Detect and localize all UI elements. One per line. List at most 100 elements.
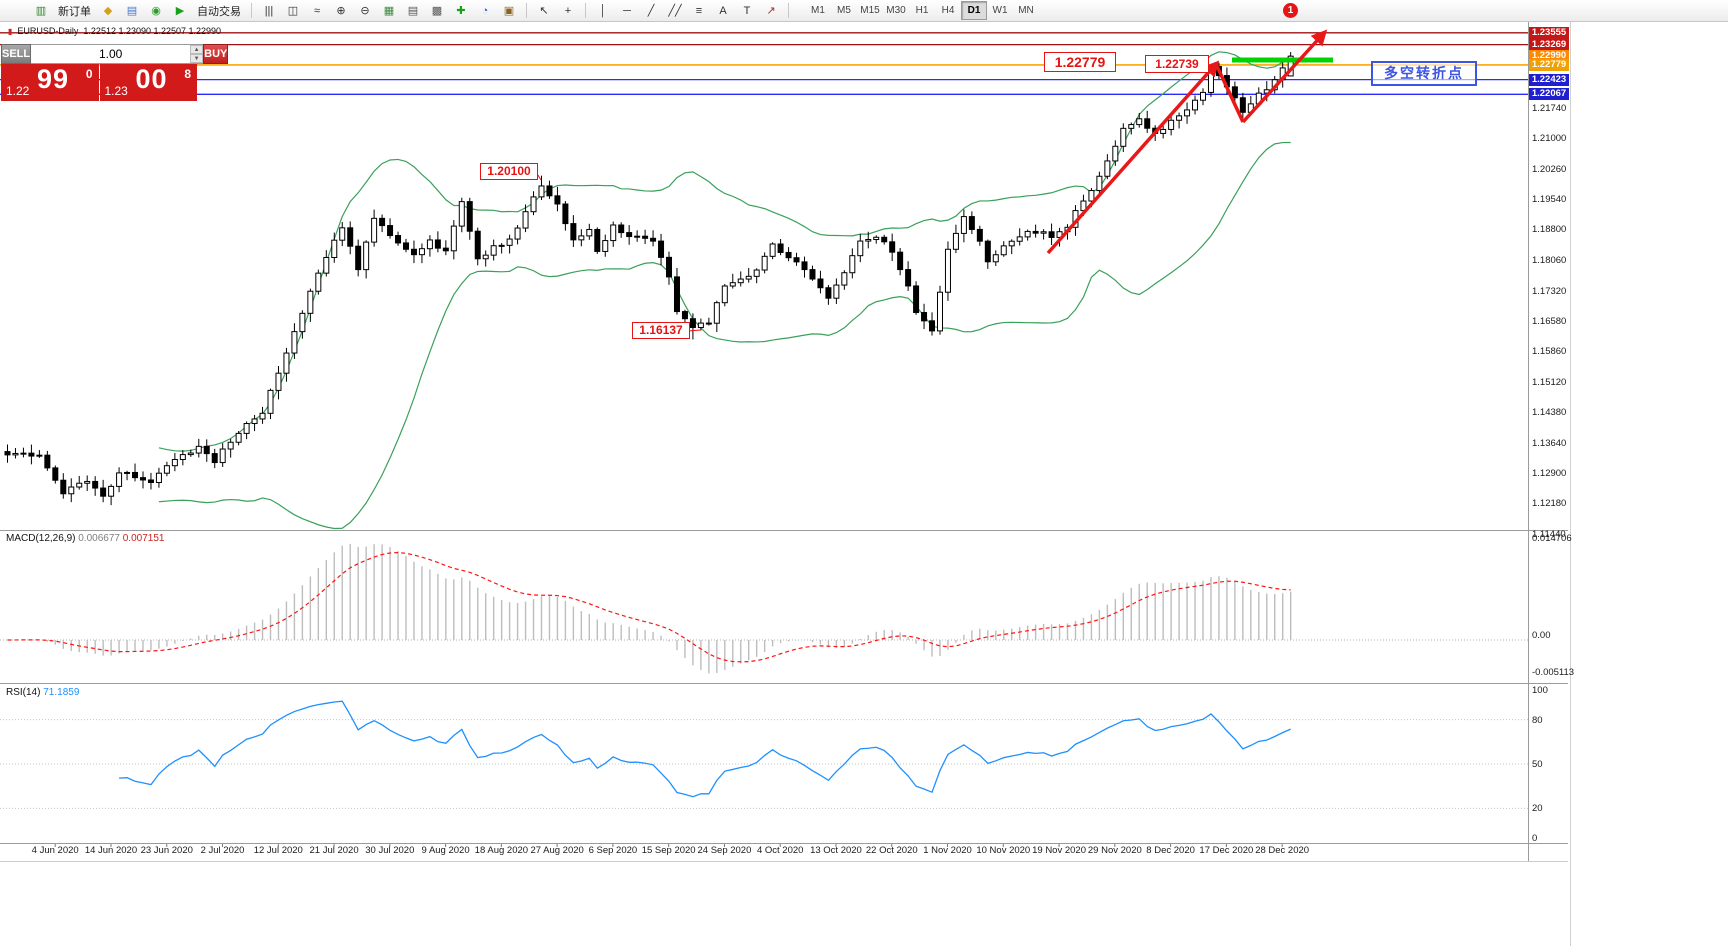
trend-line-down[interactable] bbox=[1214, 63, 1245, 123]
resistance-annotation[interactable]: 1.22779 bbox=[1044, 52, 1116, 72]
rsi-scale-label: 0 bbox=[1532, 833, 1538, 844]
cursor-icon[interactable]: ↖ bbox=[539, 5, 549, 17]
rsi-layer bbox=[0, 700, 1528, 809]
date-label: 17 Dec 2020 bbox=[1199, 845, 1254, 856]
timeframe-m15[interactable]: M15 bbox=[860, 5, 880, 16]
new-order-icon[interactable]: ▥ bbox=[35, 5, 47, 17]
price-scale-label: 1.21000 bbox=[1532, 133, 1567, 145]
timeframe-group: M1 M5 M15 M30 H1 H4 D1 W1 MN bbox=[805, 1, 1039, 20]
right-panel-border bbox=[1570, 22, 1571, 946]
add-indicator-icon[interactable]: ✚ bbox=[456, 5, 466, 17]
price-scale-label: 1.14380 bbox=[1532, 407, 1567, 419]
price-scale-label: 1.12900 bbox=[1532, 468, 1567, 480]
rsi-panel-separator[interactable] bbox=[0, 683, 1568, 684]
period-icon[interactable]: ◔ bbox=[481, 4, 489, 17]
template-icon[interactable]: ▣ bbox=[503, 5, 515, 17]
timeframe-m1[interactable]: M1 bbox=[811, 5, 825, 16]
chat-icon[interactable]: ▤ bbox=[126, 5, 138, 17]
autotrade-play-icon[interactable]: ▶ bbox=[175, 5, 185, 17]
arrange-windows-icon[interactable]: ▩ bbox=[431, 5, 443, 17]
autotrade-button[interactable]: 自动交易 bbox=[197, 5, 241, 18]
macd-scale-label: 0.00 bbox=[1532, 630, 1551, 641]
support-icon[interactable]: ◉ bbox=[151, 5, 161, 17]
date-label: 6 Sep 2020 bbox=[588, 845, 638, 856]
swing-high-annotation[interactable]: 1.20100 bbox=[480, 163, 538, 180]
label-icon[interactable]: T bbox=[743, 4, 751, 17]
toolbar-separator-4 bbox=[788, 3, 789, 18]
buy-price-point: 8 bbox=[184, 67, 191, 81]
macd-scale-label: 0.014706 bbox=[1532, 533, 1572, 544]
chart-title: ▮ EURUSD-Daily 1.22512 1.23090 1.22507 1… bbox=[8, 26, 221, 36]
timeframe-h1[interactable]: H1 bbox=[915, 5, 929, 16]
price-scale-label: 1.18800 bbox=[1532, 224, 1567, 236]
date-label: 15 Sep 2020 bbox=[641, 845, 696, 856]
crosshair-icon[interactable]: + bbox=[564, 4, 572, 17]
recent-high-annotation[interactable]: 1.22739 bbox=[1145, 55, 1209, 73]
text-icon[interactable]: A bbox=[719, 4, 727, 17]
timeframe-h4[interactable]: H4 bbox=[941, 5, 955, 16]
sell-price-box[interactable]: 1.22 99 0 bbox=[1, 64, 99, 101]
sell-price-pips: 99 bbox=[37, 64, 70, 94]
horizontal-line-icon[interactable]: ─ bbox=[623, 4, 631, 17]
macd-main-value: 0.006677 bbox=[78, 533, 120, 544]
trend-arrow-up-2[interactable] bbox=[1241, 29, 1328, 124]
timeframe-m5[interactable]: M5 bbox=[837, 5, 851, 16]
zoom-in-icon[interactable]: ⊕ bbox=[336, 5, 346, 17]
volume-input[interactable] bbox=[31, 45, 191, 63]
timeframe-mn[interactable]: MN bbox=[1018, 5, 1034, 16]
date-label: 14 Jun 2020 bbox=[84, 845, 138, 856]
notification-badge[interactable]: 1 bbox=[1283, 3, 1298, 18]
vertical-line-icon[interactable]: │ bbox=[599, 4, 607, 17]
rsi-scale-label: 50 bbox=[1532, 759, 1543, 770]
date-label: 8 Dec 2020 bbox=[1146, 845, 1195, 856]
date-label: 19 Nov 2020 bbox=[1032, 845, 1086, 856]
turning-point-label[interactable]: 多空转折点 bbox=[1371, 61, 1477, 86]
price-scale-label: 1.19540 bbox=[1532, 193, 1567, 205]
timeframe-d1[interactable]: D1 bbox=[961, 1, 987, 20]
date-label: 4 Jun 2020 bbox=[31, 845, 79, 856]
candles-layer bbox=[4, 52, 1294, 506]
line-chart-icon[interactable]: ≈ bbox=[313, 4, 321, 17]
timeframe-w1[interactable]: W1 bbox=[992, 5, 1008, 16]
trend-arrow-up-1[interactable] bbox=[1046, 60, 1220, 255]
trendline-icon[interactable]: ╱ bbox=[647, 5, 655, 17]
new-order-button[interactable]: 新订单 bbox=[58, 5, 91, 18]
date-label: 30 Jul 2020 bbox=[365, 845, 415, 856]
date-label: 24 Sep 2020 bbox=[697, 845, 752, 856]
fibonacci-icon[interactable]: ≡ bbox=[695, 4, 703, 17]
candle-chart-icon[interactable]: ◫ bbox=[287, 5, 299, 17]
price-scale-label: 1.15860 bbox=[1532, 345, 1567, 357]
trade-price-row: 1.22 99 0 1.23 00 8 bbox=[1, 64, 197, 101]
volume-down-button[interactable]: ▼ bbox=[190, 54, 204, 63]
stamp-icon[interactable]: ◆ bbox=[103, 5, 113, 17]
price-scale-label: 1.18060 bbox=[1532, 254, 1567, 266]
time-axis-separator bbox=[0, 843, 1568, 844]
sell-button[interactable]: SELL bbox=[1, 44, 32, 64]
rsi-scale-label: 80 bbox=[1532, 714, 1543, 726]
bar-chart-icon[interactable]: ||| bbox=[264, 4, 274, 17]
sell-price-point: 0 bbox=[85, 67, 93, 81]
macd-panel-separator[interactable] bbox=[0, 530, 1568, 531]
buy-button[interactable]: BUY bbox=[203, 44, 229, 64]
price-scale-label: 1.12180 bbox=[1532, 498, 1567, 510]
channel-icon[interactable]: ╱╱ bbox=[668, 5, 682, 17]
buy-price-figure: 1.23 bbox=[104, 84, 128, 98]
rsi-label: RSI(14) 71.1859 bbox=[6, 687, 79, 698]
rsi-value: 71.1859 bbox=[43, 687, 80, 698]
date-label: 1 Nov 2020 bbox=[923, 845, 972, 856]
indicators-list-icon[interactable]: ▤ bbox=[407, 5, 419, 17]
macd-signal-value: 0.007151 bbox=[122, 533, 165, 544]
trade-top-row: SELL ▲ ▼ BUY bbox=[1, 44, 229, 64]
rsi-line bbox=[119, 700, 1291, 798]
zoom-out-icon[interactable]: ⊖ bbox=[360, 5, 370, 17]
buy-price-box[interactable]: 1.23 00 8 bbox=[99, 64, 197, 101]
date-label: 13 Oct 2020 bbox=[810, 845, 862, 856]
date-label: 9 Aug 2020 bbox=[421, 845, 470, 856]
rsi-scale-label: 20 bbox=[1532, 803, 1543, 815]
arrows-icon[interactable]: ↗ bbox=[766, 5, 776, 17]
volume-up-button[interactable]: ▲ bbox=[190, 45, 204, 54]
swing-low-annotation[interactable]: 1.16137 bbox=[632, 322, 690, 339]
tile-windows-icon[interactable]: ▦ bbox=[383, 5, 395, 17]
timeframe-m30[interactable]: M30 bbox=[886, 5, 906, 16]
